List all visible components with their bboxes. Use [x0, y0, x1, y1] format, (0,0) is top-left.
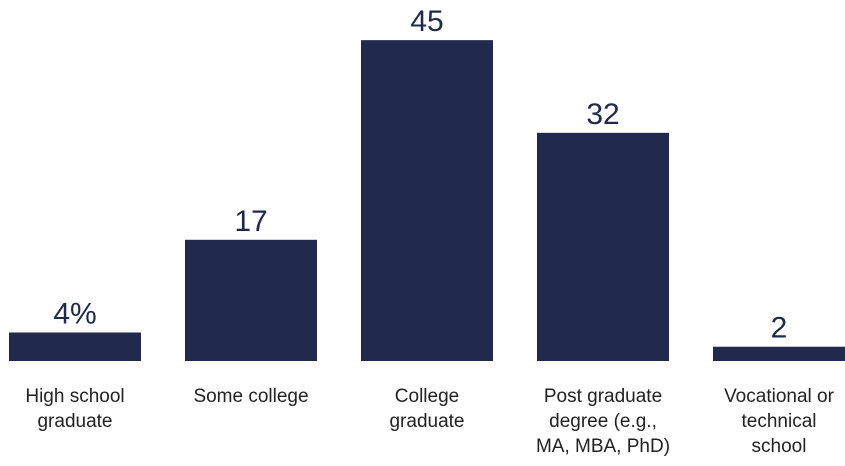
bar-1: [185, 239, 317, 361]
category-label-1: Some college: [193, 386, 308, 407]
bar-3: [537, 132, 669, 361]
category-label-3-line-2: MA, MBA, PhD): [536, 436, 670, 457]
bar-4: [713, 346, 845, 361]
bar-0: [9, 332, 141, 361]
category-label-2-line-0: College: [395, 386, 459, 407]
bars-layer: [9, 40, 845, 362]
data-label-2: 45: [410, 5, 443, 38]
data-label-0: 4%: [53, 297, 96, 330]
data-label-3: 32: [586, 98, 619, 131]
category-label-4-line-1: technical: [742, 411, 817, 432]
category-label-2: College graduate: [389, 386, 464, 432]
data-label-1: 17: [234, 205, 267, 238]
category-label-3-line-1: degree (e.g.,: [549, 411, 657, 432]
category-label-4: Vocational or technical school: [724, 386, 835, 457]
category-label-0-line-1: graduate: [37, 411, 112, 432]
category-labels-layer: High school graduate Some college College gr…: [25, 386, 834, 457]
value-labels-layer: 4% 17 45 32 2: [53, 5, 787, 345]
category-label-3-line-0: Post graduate: [544, 386, 662, 407]
category-label-1-line-0: Some college: [193, 386, 308, 407]
category-label-0-line-0: High school: [25, 386, 124, 407]
category-label-0: High school graduate: [25, 386, 124, 432]
category-label-2-line-1: graduate: [389, 411, 464, 432]
category-label-4-line-0: Vocational or: [724, 386, 835, 407]
data-label-4: 2: [771, 312, 788, 345]
category-label-4-line-2: school: [752, 436, 807, 457]
bar-2: [361, 40, 493, 362]
category-label-3: Post graduate degree (e.g., MA, MBA, PhD): [536, 386, 670, 457]
